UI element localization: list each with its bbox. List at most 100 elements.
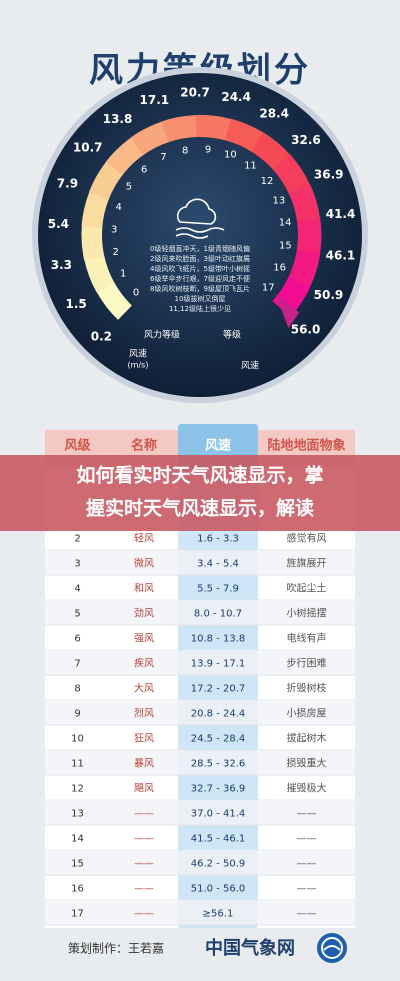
table-cell: 拔起树木 [287, 732, 327, 745]
table-cell: 3 [74, 559, 80, 570]
gauge-segment [105, 137, 144, 176]
gauge-segment [88, 161, 123, 200]
banner-line: 握实时天气风速显示，解读 [86, 497, 314, 520]
table-cell: 17 [71, 909, 84, 920]
table-cell: —— [297, 834, 317, 845]
gauge-pointer [275, 294, 300, 329]
speed-label: 0.2 [91, 330, 112, 344]
table-cell: 28.5 - 32.6 [191, 759, 246, 770]
gauge-segment [130, 121, 169, 156]
table-cell: 13 [71, 809, 84, 820]
table-cell: 10 [71, 734, 84, 745]
table-cell: 7 [74, 659, 80, 670]
level-label: 7 [160, 152, 166, 163]
table-cell: 狂风 [134, 733, 154, 745]
table-cell: 8.0 - 10.7 [194, 609, 242, 620]
row-stripe [45, 800, 355, 825]
table-cell: 5.5 - 7.9 [197, 584, 239, 595]
rhyme-line: 6级举伞步行艰，7级迎风走不便 [150, 274, 250, 283]
rhyme-line: 10级拔树又倒屋 [175, 294, 226, 303]
level-label: 17 [262, 282, 275, 293]
table-cell: 疾风 [134, 657, 154, 670]
speed-label: 28.4 [259, 106, 289, 120]
table-cell: 折毁树枝 [287, 682, 327, 695]
table-header: 风速 [205, 438, 231, 454]
level-label: 5 [126, 182, 132, 193]
table-cell: 32.7 - 36.9 [191, 784, 246, 795]
table-cell: 15 [71, 859, 84, 870]
gauge-segment [273, 154, 310, 195]
table-cell: 3.4 - 5.4 [197, 559, 239, 570]
row-stripe [45, 700, 355, 725]
table-cell: 和风 [134, 583, 154, 595]
table-header: 风级 [64, 438, 91, 454]
table-cell: 1.6 - 3.3 [197, 534, 239, 545]
speed-label: 13.8 [103, 112, 133, 126]
level-label: 10 [224, 150, 237, 161]
table-cell: 吹起尘土 [287, 582, 327, 595]
banner-line: 如何看实时天气风速显示，掌 [76, 464, 323, 487]
speed-label: 56.0 [291, 323, 321, 337]
level-label: 9 [205, 144, 211, 155]
gauge-segment [288, 249, 321, 288]
level-label: 0 [133, 288, 139, 299]
table-cell: 14 [71, 834, 84, 845]
table-cell: 小损房屋 [287, 707, 327, 720]
table-cell: —— [134, 809, 154, 820]
table-cell: —— [297, 884, 317, 895]
table-header: 名称 [131, 438, 157, 454]
speed-label: 24.4 [221, 90, 251, 104]
table-cell: 大风 [134, 682, 154, 695]
rhyme-line: 8级风吹树枝断，9级屋顶飞瓦片 [150, 284, 250, 293]
speed-label: 46.1 [326, 248, 356, 262]
table-cell: —— [134, 834, 154, 845]
speed-axis-label: 风速 [241, 361, 259, 372]
table-cell: 4 [74, 584, 80, 595]
table-cell: —— [134, 859, 154, 870]
table-header: 陆地地面物象 [267, 438, 345, 454]
table-cell: —— [297, 859, 317, 870]
level-label: 11 [244, 160, 257, 171]
banner: 如何看实时天气风速显示，掌 握实时天气风速显示，解读 [0, 455, 400, 531]
speed-label: 3.3 [51, 258, 72, 272]
table-cell: 电线有声 [287, 632, 327, 645]
table-cell: 飓风 [134, 783, 154, 795]
table-cell: 9 [74, 709, 80, 720]
table-cell: 12 [71, 784, 84, 795]
table-cell: 5 [74, 609, 80, 620]
gauge-segment [161, 115, 198, 143]
table-cell: 劲风 [134, 608, 154, 620]
gauge-segment [296, 217, 322, 254]
table-cell: 轻风 [134, 532, 154, 545]
row-stripe [45, 650, 355, 675]
table-cell: 41.5 - 46.1 [191, 834, 246, 845]
level-label: 16 [273, 263, 286, 274]
table-cell: 微风 [134, 557, 154, 570]
speed-label: 7.9 [57, 177, 78, 191]
table-cell: 16 [71, 884, 84, 895]
table-cell: 46.2 - 50.9 [191, 859, 246, 870]
level-label: 15 [279, 240, 292, 251]
level-label: 12 [261, 176, 274, 187]
level-label: 14 [279, 218, 292, 229]
table-cell: 旌旗展开 [287, 557, 327, 570]
level-label: 6 [141, 165, 147, 176]
level-label: 13 [272, 196, 285, 207]
banner-bg [0, 455, 400, 531]
speed-label: 32.6 [291, 133, 321, 147]
gauge-segment [96, 282, 132, 320]
table-cell: 20.8 - 24.4 [191, 709, 246, 720]
speed-label: 20.7 [180, 86, 210, 100]
rhyme-line: 4级风吹飞纸片，5级带叶小树摇 [150, 264, 250, 273]
table-cell: 51.0 - 56.0 [191, 884, 246, 895]
table-cell: 强风 [134, 633, 154, 645]
gauge-segment [288, 183, 321, 222]
table-cell: —— [134, 884, 154, 895]
rhyme-line: 11,12级陆上很少见 [169, 304, 231, 313]
table-cell: —— [134, 909, 154, 920]
level-label: 2 [113, 247, 119, 258]
table-cell: 10.8 - 13.8 [191, 634, 246, 645]
row-stripe [45, 900, 355, 925]
speed-axis-label: 风速 [129, 349, 147, 360]
table-cell: 2 [74, 534, 80, 545]
